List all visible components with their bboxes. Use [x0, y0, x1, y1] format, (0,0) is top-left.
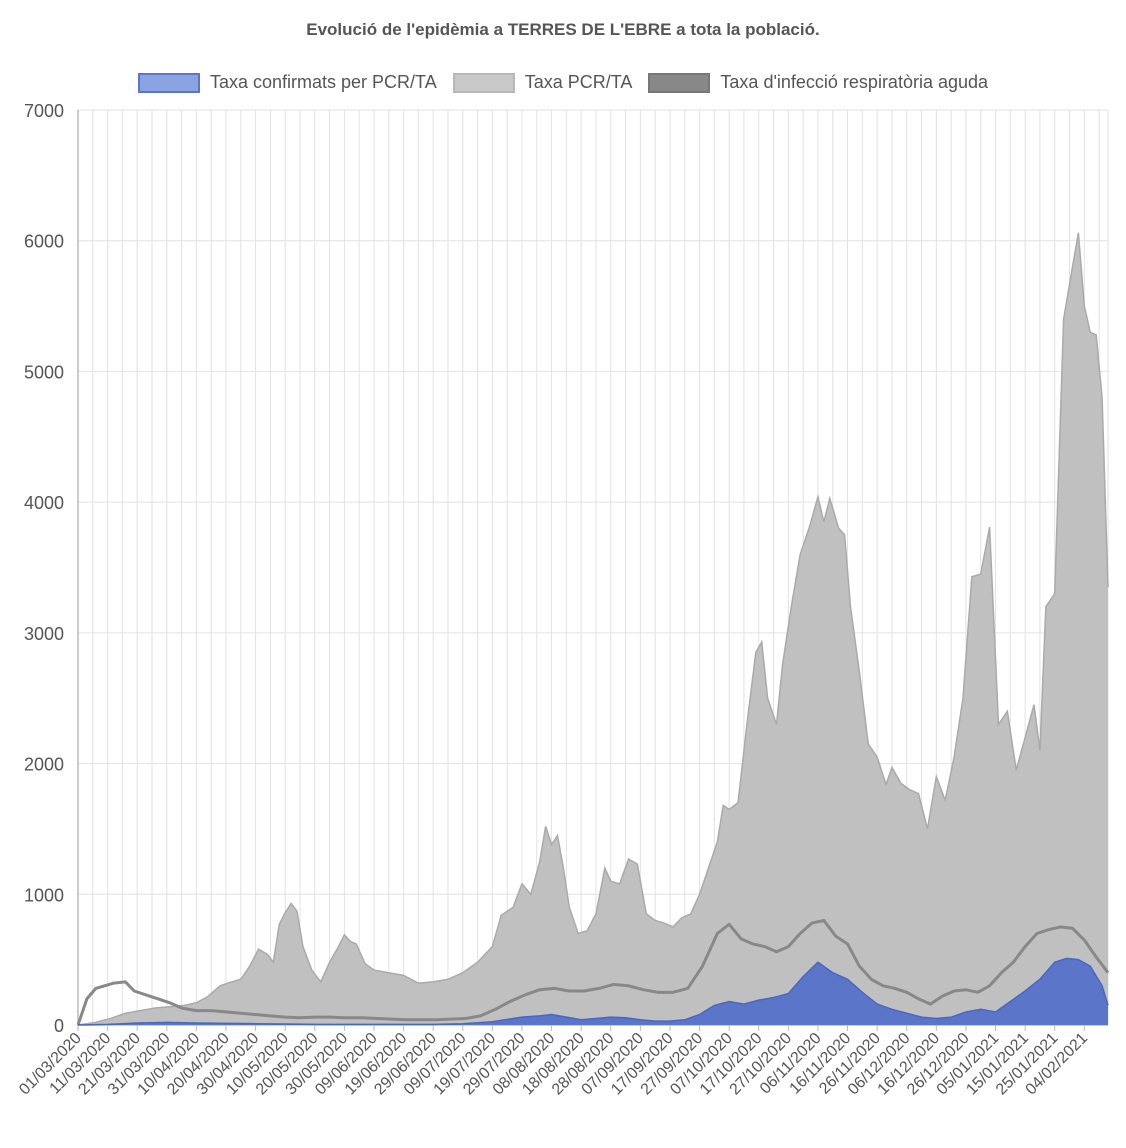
series-area-confirmed — [78, 958, 1108, 1025]
y-tick-label: 0 — [54, 1016, 64, 1036]
legend-item-confirmed[interactable]: Taxa confirmats per PCR/TA — [137, 72, 437, 93]
series-line-pcr — [77, 232, 1109, 1026]
y-tick-label: 3000 — [24, 624, 64, 644]
legend-label-pcr: Taxa PCR/TA — [524, 72, 633, 92]
series-area-pcr — [78, 232, 1108, 1025]
y-tick-label: 5000 — [24, 362, 64, 382]
legend-swatch-ira — [648, 72, 711, 93]
series-line-confirmed — [77, 957, 1109, 1026]
legend-item-pcr[interactable]: Taxa PCR/TA — [452, 72, 633, 93]
legend: Taxa confirmats per PCR/TA Taxa PCR/TA T… — [0, 72, 1126, 93]
legend-swatch-pcr — [452, 72, 515, 93]
y-tick-label: 2000 — [24, 755, 64, 775]
y-tick-label: 6000 — [24, 232, 64, 252]
y-tick-label: 7000 — [24, 101, 64, 121]
y-tick-label: 4000 — [24, 493, 64, 513]
y-tick-label: 1000 — [24, 885, 64, 905]
legend-label-ira: Taxa d'infecció respiratòria aguda — [720, 72, 989, 92]
legend-swatch-confirmed — [137, 72, 200, 93]
legend-item-ira[interactable]: Taxa d'infecció respiratòria aguda — [648, 72, 988, 93]
legend-label-confirmed: Taxa confirmats per PCR/TA — [209, 72, 437, 92]
chart-title: Evolució de l'epidèmia a TERRES DE L'EBR… — [306, 20, 820, 39]
series-line-ira — [76, 918, 1110, 1026]
